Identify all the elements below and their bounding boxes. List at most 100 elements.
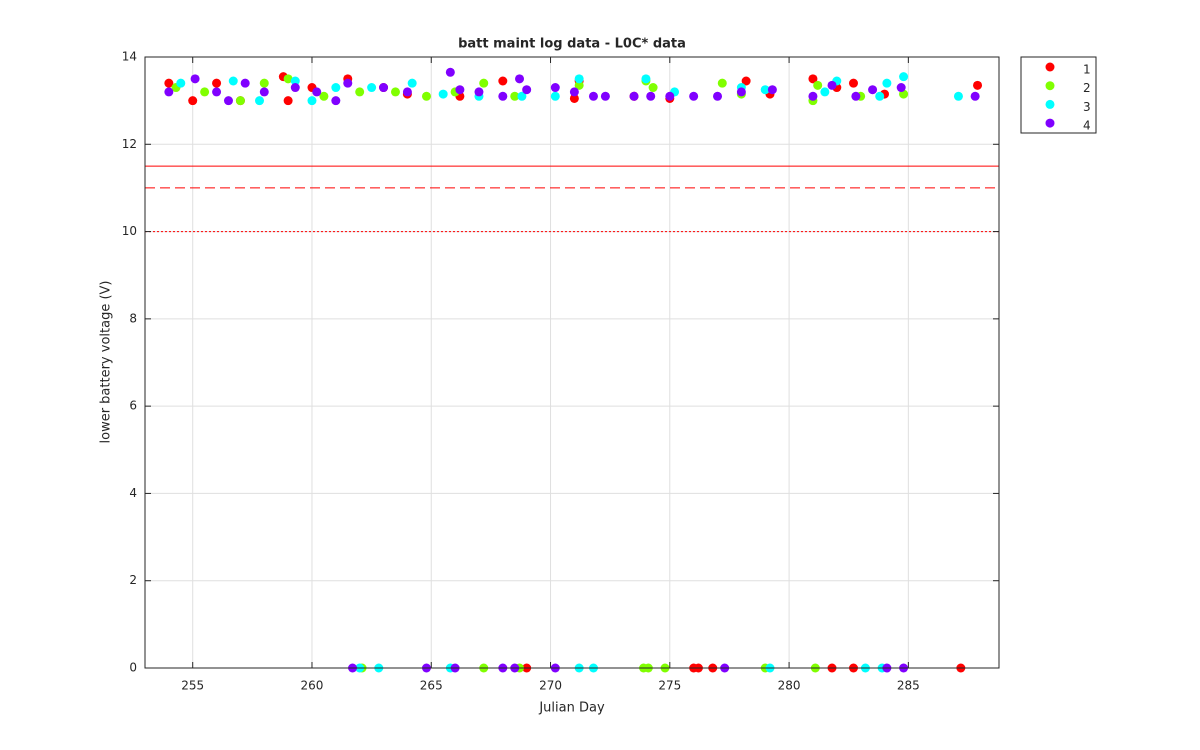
point bbox=[875, 91, 885, 101]
point bbox=[164, 78, 174, 88]
point bbox=[882, 78, 892, 88]
legend-marker bbox=[1045, 99, 1055, 109]
point bbox=[588, 91, 598, 101]
point bbox=[498, 76, 508, 86]
legend: 1 2 3 4 bbox=[1045, 62, 1091, 133]
point bbox=[290, 83, 300, 93]
chart-title: batt maint log data - L0C* data bbox=[458, 37, 686, 52]
point bbox=[200, 87, 210, 97]
point bbox=[760, 85, 770, 95]
point bbox=[646, 91, 656, 101]
point bbox=[600, 91, 610, 101]
point bbox=[212, 87, 222, 97]
point bbox=[767, 85, 777, 95]
y-tick-label: 0 bbox=[129, 661, 137, 675]
point bbox=[283, 96, 293, 106]
point bbox=[736, 87, 746, 97]
y-tick-label: 6 bbox=[129, 399, 137, 413]
point bbox=[827, 80, 837, 90]
x-tick-label: 280 bbox=[778, 679, 801, 693]
point bbox=[312, 87, 322, 97]
point bbox=[390, 87, 400, 97]
y-tick-label: 12 bbox=[122, 137, 137, 151]
y-tick-label: 4 bbox=[129, 486, 137, 500]
point bbox=[240, 78, 250, 88]
point bbox=[228, 76, 238, 86]
point bbox=[569, 87, 579, 97]
legend-marker bbox=[1045, 81, 1055, 91]
point bbox=[641, 74, 651, 84]
point bbox=[713, 91, 723, 101]
point bbox=[820, 87, 830, 97]
x-tick-label: 275 bbox=[658, 679, 681, 693]
point bbox=[235, 96, 245, 106]
point bbox=[574, 74, 584, 84]
point bbox=[402, 87, 412, 97]
y-tick-label: 14 bbox=[122, 50, 137, 64]
point bbox=[648, 83, 658, 93]
point bbox=[438, 89, 448, 99]
point bbox=[343, 78, 353, 88]
point bbox=[164, 87, 174, 97]
y-tick-label: 10 bbox=[122, 224, 137, 238]
point bbox=[259, 78, 269, 88]
point bbox=[550, 91, 560, 101]
point bbox=[665, 91, 675, 101]
point bbox=[522, 85, 532, 95]
x-tick-label: 255 bbox=[181, 679, 204, 693]
point bbox=[899, 72, 909, 82]
point bbox=[808, 74, 818, 84]
point bbox=[367, 83, 377, 93]
point bbox=[550, 83, 560, 93]
point bbox=[868, 85, 878, 95]
points bbox=[164, 67, 983, 673]
legend-label: 3 bbox=[1083, 100, 1091, 114]
x-tick-label: 260 bbox=[301, 679, 324, 693]
point bbox=[973, 80, 983, 90]
point bbox=[331, 96, 341, 106]
point bbox=[717, 78, 727, 88]
point bbox=[355, 87, 365, 97]
x-axis-label: Julian Day bbox=[538, 701, 605, 716]
legend-marker bbox=[1045, 62, 1055, 72]
point bbox=[421, 91, 431, 101]
y-tick-label: 8 bbox=[129, 311, 137, 325]
point bbox=[808, 91, 818, 101]
point bbox=[176, 78, 186, 88]
point bbox=[445, 67, 455, 77]
point bbox=[223, 96, 233, 106]
axes: 255 260 265 270 275 280 285 0 2 4 6 8 10 12 14 bbox=[122, 50, 999, 693]
point bbox=[188, 96, 198, 106]
point bbox=[331, 83, 341, 93]
point bbox=[848, 78, 858, 88]
point bbox=[190, 74, 200, 84]
x-tick-label: 270 bbox=[539, 679, 562, 693]
point bbox=[283, 74, 293, 84]
x-tick-label: 265 bbox=[420, 679, 443, 693]
point bbox=[896, 83, 906, 93]
point bbox=[498, 91, 508, 101]
point bbox=[212, 78, 222, 88]
point bbox=[510, 91, 520, 101]
point bbox=[851, 91, 861, 101]
point bbox=[379, 83, 389, 93]
x-tick-label: 285 bbox=[897, 679, 920, 693]
point bbox=[479, 78, 489, 88]
legend-box bbox=[1020, 56, 1097, 134]
point bbox=[953, 91, 963, 101]
point bbox=[255, 96, 265, 106]
point bbox=[455, 85, 465, 95]
point bbox=[407, 78, 417, 88]
axes-box bbox=[144, 56, 1000, 669]
point bbox=[574, 80, 584, 90]
point bbox=[689, 91, 699, 101]
point bbox=[970, 91, 980, 101]
point bbox=[569, 93, 579, 103]
point bbox=[517, 91, 527, 101]
y-axis-label: lower battery voltage (V) bbox=[99, 281, 114, 444]
legend-label: 1 bbox=[1083, 63, 1091, 77]
point bbox=[629, 91, 639, 101]
point bbox=[290, 76, 300, 86]
reference-lines bbox=[145, 165, 999, 233]
